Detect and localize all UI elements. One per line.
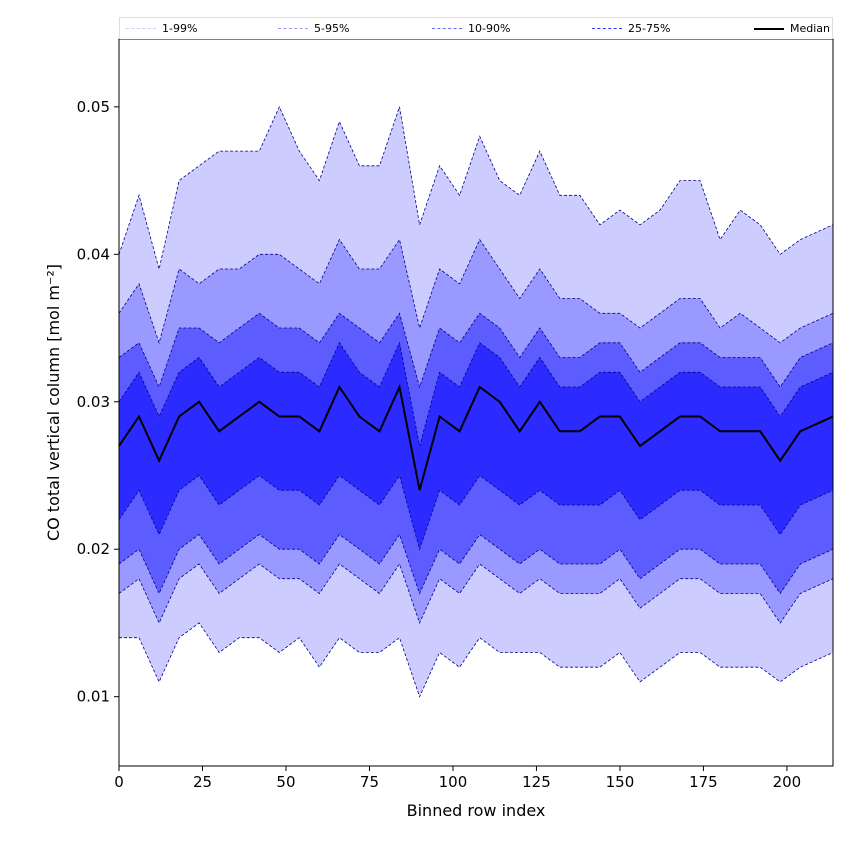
percentile-line-p1 — [119, 622, 834, 698]
legend-label: 5-95% — [314, 22, 350, 35]
x-tick-label: 50 — [276, 773, 295, 791]
legend-swatch — [278, 28, 308, 29]
x-tick-label: 200 — [773, 773, 802, 791]
y-tick-label: 0.01 — [77, 688, 110, 706]
x-tick-label: 75 — [360, 773, 379, 791]
y-tick-label: 0.03 — [77, 393, 110, 411]
percentile-line-p95 — [118, 238, 834, 345]
percentile-line-p10 — [118, 533, 834, 595]
y-axis-label: CO total vertical column [mol m⁻²] — [44, 264, 63, 541]
legend-label: 1-99% — [162, 22, 198, 35]
median-line — [118, 383, 834, 491]
percentile-line-p25 — [118, 474, 834, 551]
legend: 1-99% 5-95% 10-90% 25-75% Median — [119, 17, 833, 39]
legend-item-25-75: 25-75% — [592, 22, 670, 35]
legend-label: 25-75% — [628, 22, 671, 35]
legend-item-5-95: 5-95% — [278, 22, 349, 35]
percentile-line-p5 — [118, 563, 834, 625]
band-25-75% — [119, 342, 833, 550]
axes-frame — [118, 38, 834, 767]
x-tick-label: 125 — [522, 773, 551, 791]
y-tick-label: 0.02 — [77, 540, 110, 558]
percentile-line-p90 — [118, 312, 834, 389]
legend-item-10-90: 10-90% — [432, 22, 510, 35]
legend-swatch — [432, 28, 462, 29]
percentile-line-p99 — [118, 105, 834, 270]
legend-item-median: Median — [754, 22, 830, 35]
legend-swatch — [754, 27, 784, 30]
x-axis-label: Binned row index — [407, 801, 546, 820]
legend-swatch — [126, 28, 156, 29]
y-tick-label: 0.04 — [77, 245, 110, 263]
legend-label: 10-90% — [468, 22, 511, 35]
x-tick-label: 0 — [114, 773, 124, 791]
legend-swatch — [592, 28, 622, 29]
x-tick-label: 25 — [193, 773, 212, 791]
y-tick-label: 0.05 — [77, 98, 110, 116]
percentile-line-p75 — [118, 341, 834, 447]
legend-label: Median — [790, 22, 831, 35]
x-tick-label: 150 — [606, 773, 635, 791]
x-tick-label: 175 — [689, 773, 718, 791]
x-tick-label: 100 — [439, 773, 468, 791]
legend-item-1-99: 1-99% — [126, 22, 197, 35]
